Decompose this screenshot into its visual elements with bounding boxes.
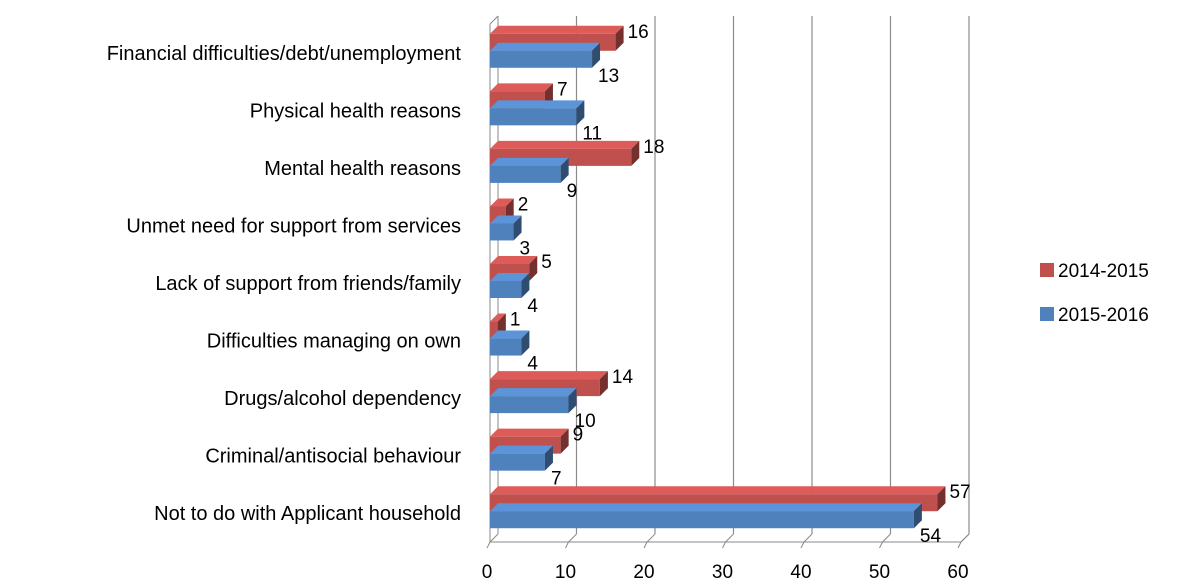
- bar: [490, 273, 530, 298]
- category-label: Lack of support from friends/family: [155, 273, 461, 295]
- floor-gridline: [803, 533, 813, 543]
- data-label: 57: [949, 482, 970, 503]
- x-tick-label: 10: [555, 562, 576, 583]
- x-tick-label: 50: [869, 562, 890, 583]
- data-label: 7: [551, 469, 562, 490]
- data-label: 11: [582, 123, 602, 144]
- data-label: 3: [520, 238, 531, 259]
- legend-swatch: [1040, 307, 1054, 321]
- x-tick-mark: [486, 541, 491, 549]
- x-tick-label: 40: [790, 562, 811, 583]
- x-tick-mark: [643, 541, 648, 549]
- data-label: 10: [575, 411, 596, 432]
- category-label: Criminal/antisocial behaviour: [205, 446, 461, 468]
- x-tick-label: 60: [947, 562, 968, 583]
- data-label: 7: [557, 79, 568, 100]
- floor-gridline: [960, 533, 970, 543]
- x-tick-mark: [800, 541, 805, 549]
- gridlines: [568, 16, 970, 543]
- category-labels: Financial difficulties/debt/unemployment…: [107, 43, 462, 525]
- x-tick-mark: [565, 541, 569, 549]
- x-tick-labels: 0 10 20 30 40 50 60: [482, 541, 969, 583]
- category-label: Unmet need for support from services: [126, 215, 461, 237]
- bar: [490, 388, 577, 414]
- x-tick-label: 30: [712, 562, 733, 583]
- floor-gridline: [646, 533, 656, 543]
- floor-edge: [489, 533, 499, 543]
- data-label: 16: [628, 22, 649, 43]
- legend: 2014-2015 2015-2016: [1040, 261, 1149, 326]
- bar: [490, 503, 922, 529]
- data-label: 18: [643, 137, 664, 158]
- legend-label: 2014-2015: [1058, 261, 1149, 282]
- bars: [490, 25, 946, 529]
- bar: [490, 100, 585, 126]
- data-label: 5: [541, 252, 552, 273]
- floor-gridline: [725, 533, 734, 543]
- data-label: 4: [527, 296, 538, 317]
- bar: [490, 445, 553, 471]
- category-label: Mental health reasons: [264, 158, 461, 180]
- data-label: 4: [527, 354, 538, 375]
- data-label: 9: [573, 425, 584, 446]
- bar: [490, 330, 530, 356]
- data-label: 14: [612, 367, 634, 388]
- x-tick-mark: [957, 541, 962, 549]
- x-tick-label: 0: [482, 562, 493, 583]
- category-label: Not to do with Applicant household: [154, 503, 461, 525]
- bar: [490, 215, 522, 241]
- category-label: Physical health reasons: [250, 100, 461, 122]
- x-tick-label: 20: [633, 562, 654, 583]
- x-tick-mark: [722, 541, 726, 549]
- floor-gridline: [568, 533, 577, 543]
- bar: [490, 42, 601, 68]
- bar: [490, 157, 569, 183]
- legend-swatch: [1040, 263, 1054, 277]
- category-label: Drugs/alcohol dependency: [224, 388, 461, 410]
- data-label: 13: [598, 66, 619, 87]
- top-edge: [489, 15, 499, 25]
- data-label: 1: [510, 310, 521, 331]
- data-label: 2: [518, 194, 529, 215]
- floor-gridline: [882, 533, 891, 543]
- category-label: Difficulties managing on own: [207, 331, 461, 353]
- data-label: 9: [567, 181, 578, 202]
- category-label: Financial difficulties/debt/unemployment: [107, 43, 462, 65]
- legend-label: 2015-2016: [1058, 305, 1149, 326]
- data-label: 54: [920, 526, 942, 547]
- x-tick-mark: [879, 541, 883, 549]
